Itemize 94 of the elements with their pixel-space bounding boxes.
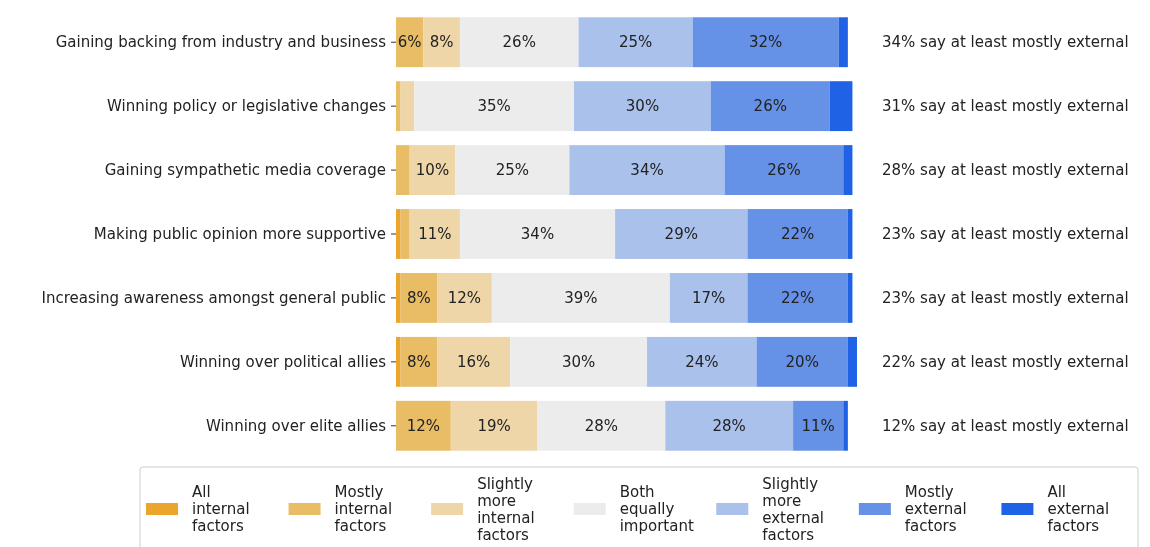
data-label: 28% (584, 416, 619, 435)
data-label: 12% (447, 288, 482, 307)
data-label: 11% (801, 416, 835, 435)
data-label: 8% (406, 352, 431, 371)
bar (692, 17, 839, 68)
data-label: 26% (767, 161, 801, 180)
bar (747, 209, 848, 259)
bar (437, 273, 492, 323)
bar (491, 273, 670, 323)
bar (647, 336, 757, 387)
text: 34% say at least mostly external (882, 33, 1129, 52)
bar (396, 336, 401, 387)
data-label: 10% (415, 161, 450, 180)
bar (409, 145, 456, 195)
legend-label: Mostly internal factors (334, 483, 393, 535)
y-tick-label: Winning policy or legislative changes (107, 97, 387, 116)
y-tick-label: Making public opinion more supportive (93, 225, 386, 243)
text: 23% say at least mostly external (882, 225, 1129, 243)
bar (669, 273, 748, 323)
bar (423, 17, 460, 68)
bar (409, 209, 460, 259)
bar (710, 81, 830, 132)
bar (843, 145, 853, 195)
data-label: 22% (780, 225, 815, 243)
text: 28% say at least mostly external (882, 161, 1129, 180)
data-label: 39% (564, 288, 598, 307)
data-label: 24% (685, 352, 719, 371)
data-label: 25% (495, 161, 530, 180)
legend-label: Both equally important (619, 483, 694, 535)
bar (756, 336, 848, 387)
bar (400, 336, 438, 387)
data-label: 30% (625, 97, 660, 116)
bar (793, 400, 844, 451)
bar (459, 209, 616, 259)
data-label: 26% (753, 97, 787, 116)
bar (396, 81, 401, 132)
bar (455, 145, 570, 195)
text: 22% say at least mostly external (882, 352, 1129, 371)
bar (396, 145, 410, 195)
bar (829, 81, 853, 132)
bar (400, 209, 410, 259)
bar (569, 145, 725, 195)
legend-label: Slightly more external factors (762, 474, 825, 544)
bar (838, 17, 848, 68)
data-label: 8% (406, 288, 431, 307)
data-label: 17% (691, 288, 726, 307)
data-label: 34% (630, 161, 664, 180)
y-tick-label: Increasing awareness amongst general public (41, 288, 386, 307)
data-label: 19% (477, 416, 511, 435)
text: 31% say at least mostly external (882, 97, 1129, 116)
y-tick-label: Winning over elite allies (205, 416, 387, 435)
bar (537, 400, 666, 451)
data-label: 20% (785, 352, 819, 371)
bar (459, 17, 579, 68)
bar (396, 400, 451, 451)
legend-label: All external factors (1047, 483, 1110, 535)
bar (400, 81, 415, 132)
data-label: 11% (418, 225, 452, 243)
bar (437, 336, 511, 387)
bar (396, 273, 401, 323)
bar (396, 209, 401, 259)
bar (615, 209, 748, 259)
data-label: 8% (429, 33, 454, 52)
legend-label: Slightly more internal factors (477, 474, 535, 544)
text: 23% say at least mostly external (882, 288, 1129, 307)
legend-label: All internal factors (192, 483, 250, 535)
y-tick-label: Gaining backing from industry and business (55, 33, 387, 52)
bar (574, 81, 711, 132)
bar (414, 81, 575, 132)
y-tick-label: Gaining sympathetic media coverage (104, 161, 386, 180)
bar (578, 17, 693, 68)
data-label: 30% (561, 352, 596, 371)
data-label: 6% (397, 33, 422, 52)
y-tick-label: Winning over political allies (179, 352, 387, 371)
data-label: 25% (618, 33, 653, 52)
data-label: 28% (712, 416, 746, 435)
bar (843, 400, 848, 451)
bar (510, 336, 648, 387)
legend-label: Mostly external factors (904, 483, 967, 535)
data-label: 16% (456, 352, 491, 371)
data-label: 12% (406, 416, 441, 435)
bar (665, 400, 794, 451)
bar (724, 145, 844, 195)
bar (400, 273, 438, 323)
text: 12% say at least mostly external (882, 416, 1129, 435)
data-label: 34% (520, 225, 555, 243)
data-label: 26% (502, 33, 536, 52)
bar (847, 336, 857, 387)
data-label: 32% (749, 33, 783, 52)
data-label: 22% (780, 288, 815, 307)
bar (747, 273, 848, 323)
bar (450, 400, 538, 451)
data-label: 29% (664, 225, 698, 243)
data-label: 35% (477, 97, 511, 116)
